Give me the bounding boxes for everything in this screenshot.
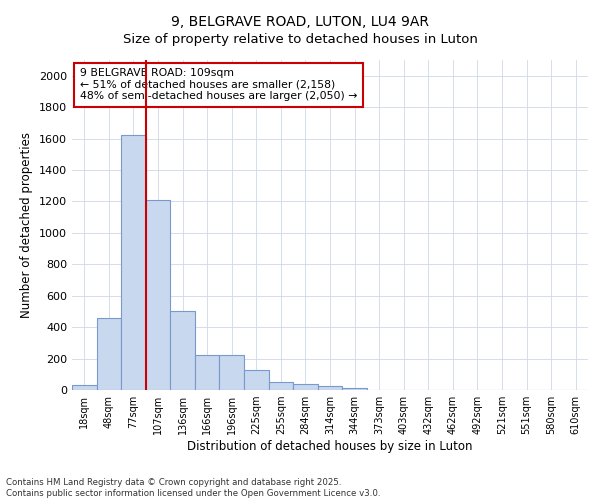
Text: 9 BELGRAVE ROAD: 109sqm
← 51% of detached houses are smaller (2,158)
48% of semi: 9 BELGRAVE ROAD: 109sqm ← 51% of detache… [80, 68, 357, 102]
Y-axis label: Number of detached properties: Number of detached properties [20, 132, 34, 318]
Text: 9, BELGRAVE ROAD, LUTON, LU4 9AR: 9, BELGRAVE ROAD, LUTON, LU4 9AR [171, 15, 429, 29]
Bar [121, 136, 146, 390]
X-axis label: Distribution of detached houses by size in Luton: Distribution of detached houses by size … [187, 440, 473, 453]
Bar [72, 384, 97, 390]
Bar [318, 386, 342, 390]
Bar [220, 356, 244, 390]
Bar [97, 318, 121, 390]
Bar [146, 200, 170, 390]
Bar [342, 388, 367, 390]
Text: Size of property relative to detached houses in Luton: Size of property relative to detached ho… [122, 32, 478, 46]
Bar [293, 384, 318, 390]
Bar [244, 370, 269, 390]
Text: Contains HM Land Registry data © Crown copyright and database right 2025.
Contai: Contains HM Land Registry data © Crown c… [6, 478, 380, 498]
Bar [195, 356, 220, 390]
Bar [170, 310, 195, 390]
Bar [269, 382, 293, 390]
